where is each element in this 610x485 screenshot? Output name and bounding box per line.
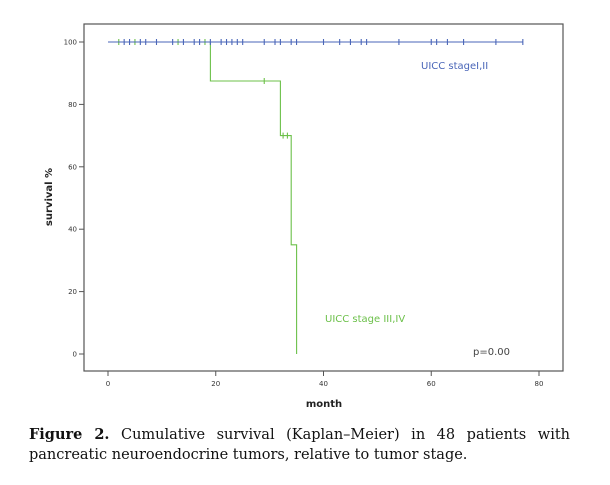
x-tick-label: 80	[535, 380, 544, 388]
series-stage-1-2	[108, 39, 524, 45]
y-axis: 0 20 40 60 80 100	[64, 39, 84, 359]
series-label-stage-3-4: UICC stage III,IV	[325, 314, 405, 325]
y-tick-label: 80	[68, 101, 77, 109]
x-tick-label: 40	[319, 380, 328, 388]
x-tick-label: 0	[106, 380, 110, 388]
figure-caption: Figure 2. Cumulative survival (Kaplan–Me…	[29, 425, 570, 465]
y-tick-label: 60	[68, 163, 77, 171]
y-tick-label: 100	[64, 39, 77, 47]
figure-label: Figure 2.	[29, 426, 110, 443]
x-tick-label: 60	[427, 380, 436, 388]
x-axis: 0 20 40 60 80	[106, 371, 544, 388]
x-axis-title: month	[306, 399, 342, 410]
caption-text: Cumulative survival (Kaplan–Meier) in 48…	[29, 427, 570, 463]
y-tick-label: 0	[73, 351, 77, 359]
y-tick-label: 20	[68, 288, 77, 296]
plot-frame	[83, 23, 564, 372]
y-tick-label: 40	[68, 226, 77, 234]
series-label-stage-1-2: UICC stageI,II	[421, 61, 488, 72]
series-layer	[108, 39, 524, 354]
y-axis-title: survival %	[44, 168, 55, 226]
x-tick-label: 20	[211, 380, 220, 388]
survival-step-line	[108, 41, 298, 354]
p-value-annotation: p=0.00	[473, 347, 510, 358]
